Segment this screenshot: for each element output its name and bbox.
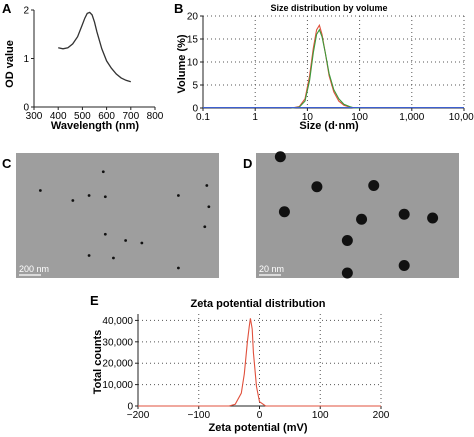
panel-letter-c: C [2, 156, 12, 171]
chart-e-ytick-label: 30,000 [102, 337, 133, 348]
micrograph-c-particles [38, 170, 211, 270]
nanoparticle [177, 266, 180, 270]
nanoparticle [398, 208, 410, 220]
chart-e-title: Zeta potential distribution [190, 298, 325, 310]
chart-e-grid [138, 314, 382, 406]
nanoparticle [177, 194, 180, 197]
chart-e-xtick-label: 100 [312, 410, 329, 421]
chart-b-ticks: 0.1 1 10 100 1,000 10,000 0 5 10 15 20 [187, 12, 474, 124]
chart-e-series-line-1 [138, 318, 381, 407]
chart-b-title: Size distribution by volume [270, 3, 387, 13]
chart-a-ytick-label: 1 [23, 54, 29, 65]
chart-e-xlabel: Zeta potential (mV) [208, 422, 307, 434]
panel-b: B Size distribution by volume Volume (%)… [174, 1, 474, 132]
chart-a-xtick-label: 600 [98, 111, 115, 122]
nanoparticle [427, 212, 439, 224]
micrograph-d-scale-label: 20 nm [259, 264, 284, 274]
nanoparticle [203, 225, 207, 229]
chart-a-xtick-label: 800 [147, 111, 164, 122]
nanoparticle [71, 199, 75, 202]
panel-letter-b: B [174, 1, 183, 16]
chart-b-xtick-label: 100 [351, 112, 368, 123]
chart-b-xtick-label: 10 [302, 112, 314, 123]
chart-a-ylabel: OD value [4, 40, 16, 88]
chart-a-xtick-label: 300 [26, 111, 43, 122]
micrograph-d-image [256, 153, 459, 278]
nanoparticle [124, 239, 128, 242]
chart-b-ylabel: Volume (%) [176, 34, 188, 93]
panel-letter-e: E [90, 293, 99, 308]
panel-d: D 20 nm [243, 151, 459, 279]
chart-a-xtick-label: 400 [50, 111, 67, 122]
chart-e-ytick-label: 0 [127, 402, 133, 413]
nanoparticle [311, 181, 323, 193]
chart-b-series-line-2 [291, 28, 360, 109]
nanoparticle [38, 189, 42, 192]
chart-b-series-line-1 [291, 23, 360, 109]
panel-letter-a: A [2, 1, 12, 16]
chart-e-ytick-label: 10,000 [102, 380, 133, 391]
chart-b-ytick-label: 15 [187, 35, 199, 46]
nanoparticle [274, 151, 286, 163]
nanoparticle [207, 205, 211, 209]
chart-b-xtick-label: 0.1 [196, 112, 210, 123]
chart-b-xlabel: Size (d·nm) [299, 120, 359, 132]
nanoparticle [341, 235, 353, 246]
nanoparticle [278, 206, 290, 218]
chart-b-ytick-label: 20 [187, 12, 199, 23]
chart-e-ytick-label: 40,000 [102, 316, 133, 327]
nanoparticle [112, 256, 115, 260]
nanoparticle [205, 184, 209, 187]
chart-e-xtick-label: −200 [127, 410, 150, 421]
nanoparticle [368, 180, 380, 191]
chart-e-xtick-label: −100 [187, 410, 210, 421]
micrograph-c-image [16, 153, 219, 278]
nanoparticle [140, 241, 144, 245]
chart-e-xtick-label: 0 [257, 410, 263, 421]
chart-b-xtick-label: 1,000 [399, 112, 424, 123]
chart-b-series [203, 23, 464, 109]
panel-letter-d: D [243, 156, 252, 171]
panel-a: A OD value Wavelength (nm) 300 400 500 600 7… [2, 1, 164, 132]
nanoparticle [103, 232, 107, 236]
nanoparticle [101, 170, 105, 174]
chart-b-grid [203, 15, 465, 108]
panel-c: C 200 nm [2, 153, 219, 278]
nanoparticle [398, 260, 410, 271]
chart-e-series [138, 318, 381, 407]
nanoparticle [87, 254, 91, 257]
micrograph-d-particles [274, 151, 439, 279]
nanoparticle [356, 213, 368, 225]
chart-a-xlabel: Wavelength (nm) [51, 120, 140, 132]
chart-e-xtick-label: 200 [373, 410, 390, 421]
chart-a-xtick-label: 700 [122, 111, 139, 122]
nanoparticle [103, 195, 107, 199]
chart-b-ytick-label: 5 [192, 81, 198, 92]
chart-e-ytick-label: 20,000 [102, 359, 133, 370]
nanoparticle [341, 267, 353, 279]
chart-e-ylabel: Total counts [92, 330, 104, 395]
chart-a-series-line [58, 11, 131, 83]
chart-b-xtick-label: 1 [252, 112, 258, 123]
chart-b-ytick-label: 10 [187, 58, 199, 69]
panel-e: E Zeta potential distribution Total coun… [90, 293, 390, 434]
chart-b-ytick-label: 0 [192, 104, 198, 115]
micrograph-c-scale-label: 200 nm [19, 264, 49, 274]
chart-a-xtick-label: 500 [74, 111, 91, 122]
chart-a-ytick-label: 0 [23, 103, 29, 114]
chart-e-ticks: −200 −100 0 100 200 0 10,000 20,000 30,000 40,000 [102, 316, 389, 421]
nanoparticle [87, 194, 91, 197]
chart-a-ytick-label: 2 [23, 6, 29, 17]
chart-b-xtick-label: 10,000 [449, 112, 474, 123]
chart-a-ticks: 300 400 500 600 700 800 0 1 2 [23, 6, 163, 123]
